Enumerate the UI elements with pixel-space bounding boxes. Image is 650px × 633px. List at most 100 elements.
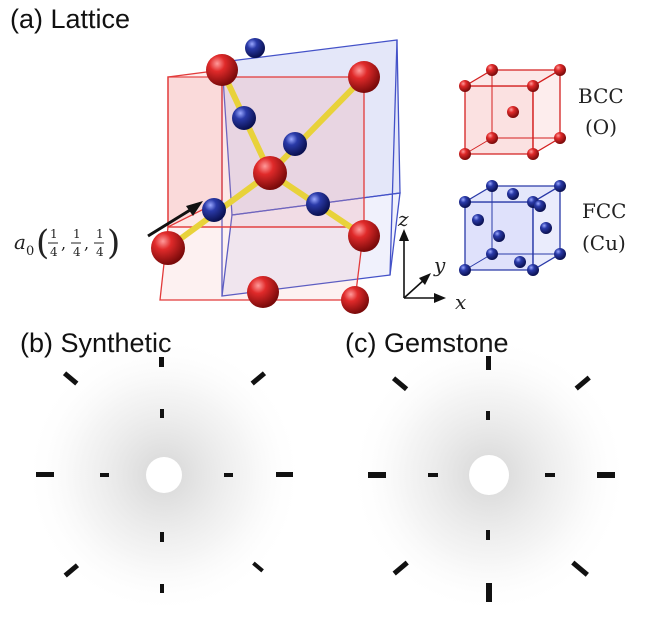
bcc-icon-atom — [486, 132, 498, 144]
fcc-icon-atoms — [459, 180, 566, 276]
oxygen-atom — [341, 286, 369, 314]
beam-stop — [146, 457, 182, 493]
position-arrow-head — [186, 201, 203, 216]
fraction-den: 4 — [96, 245, 104, 259]
oxygen-atom — [348, 61, 380, 93]
fcc-icon-face-atom — [540, 222, 552, 234]
fraction-num: 1 — [50, 227, 58, 241]
diffraction-spot — [36, 472, 54, 477]
diffraction-spot — [368, 472, 386, 478]
oxygen-atom — [151, 231, 185, 265]
diffraction-spots — [368, 356, 615, 602]
fraction-den: 4 — [50, 245, 58, 259]
diffraction-spot — [391, 376, 409, 392]
diffraction-spot — [486, 583, 492, 602]
diffraction-pattern-gemstone — [349, 335, 629, 615]
diffraction-spot — [276, 472, 293, 477]
bcc-icon-front — [464, 85, 534, 155]
bcc-icon-atom — [527, 148, 539, 160]
fraction-num: 1 — [96, 227, 104, 241]
diffraction-pattern-synthetic — [24, 335, 304, 615]
annotation-open-paren: ( — [36, 223, 49, 263]
copper-atom — [232, 106, 256, 130]
fcc-icon-face-atom — [472, 214, 484, 226]
diffraction-spot — [100, 473, 109, 477]
bcc-icon-center-atom — [507, 106, 519, 118]
diffraction-spot — [160, 532, 164, 542]
diffraction-spot — [160, 409, 164, 418]
axis-triad: z y x — [397, 207, 466, 314]
copper-atom — [202, 198, 226, 222]
z-axis-label: z — [397, 207, 409, 231]
oxygen-atom — [253, 156, 287, 190]
lattice-diagram: a 0 ( 1 4 , 1 4 , 1 4 ) — [14, 38, 401, 314]
fcc-legend-label: FCC — [582, 199, 626, 223]
annotation-a: a — [14, 230, 26, 254]
fraction-num: 1 — [73, 227, 81, 241]
diffraction-spot — [392, 560, 409, 576]
x-axis-label: x — [455, 290, 466, 314]
annotation-close-paren: ) — [107, 223, 120, 263]
diffraction-spot — [428, 473, 438, 477]
bcc-legend-label: BCC — [578, 84, 624, 108]
y-axis — [403, 278, 426, 299]
diffraction-spot — [486, 411, 490, 420]
bcc-icon-atom — [554, 64, 566, 76]
annotation-subscript: 0 — [26, 244, 34, 259]
fcc-icon-atom — [554, 248, 566, 260]
panel-a-title: (a) Lattice — [10, 4, 131, 34]
bcc-cube-side-face — [167, 69, 223, 229]
diffraction-spots — [36, 357, 293, 593]
fcc-icon-atom — [527, 264, 539, 276]
diffraction-spot — [63, 563, 80, 578]
fcc-icon-atom — [486, 248, 498, 260]
diffraction-spot — [571, 560, 589, 577]
z-axis-head — [399, 229, 409, 241]
diffraction-spot — [224, 473, 233, 477]
bcc-icon-atom — [554, 132, 566, 144]
beam-stop — [469, 455, 509, 495]
bcc-icon-atom — [486, 64, 498, 76]
fcc-icon-atom — [486, 180, 498, 192]
bcc-icon-atom — [459, 80, 471, 92]
oxygen-atom — [206, 54, 238, 86]
position-annotation: a 0 ( 1 4 , 1 4 , 1 4 ) — [14, 223, 120, 263]
bcc-icon-atoms — [459, 64, 566, 160]
oxygen-atom — [247, 276, 279, 308]
diffraction-spot — [250, 371, 267, 386]
fcc-icon-atom — [459, 196, 471, 208]
diffraction-spot — [486, 356, 491, 370]
fcc-legend-element: (Cu) — [582, 231, 626, 255]
x-axis-head — [434, 293, 446, 303]
legend-fcc: FCC (Cu) — [459, 180, 626, 276]
diffraction-spot — [597, 472, 615, 478]
comma: , — [84, 234, 89, 253]
fcc-cube-edge — [389, 39, 398, 276]
fcc-icon-face-atom — [534, 200, 546, 212]
copper-atom — [245, 38, 265, 58]
diffraction-spot — [62, 371, 79, 386]
bcc-legend-element: (O) — [585, 115, 617, 139]
copper-atom — [306, 192, 330, 216]
comma: , — [61, 234, 66, 253]
fcc-icon-atom — [554, 180, 566, 192]
oxygen-atom — [348, 220, 380, 252]
fcc-icon-face-atom — [514, 256, 526, 268]
fcc-icon-face-atom — [493, 230, 505, 242]
diffraction-spot — [160, 584, 164, 593]
diffraction-spot — [159, 357, 164, 367]
fcc-icon-atom — [459, 264, 471, 276]
fcc-icon-face-atom — [507, 188, 519, 200]
y-axis-label: y — [433, 253, 446, 277]
position-arrow — [147, 205, 196, 238]
y-axis-head — [419, 273, 431, 285]
diffraction-spot — [545, 473, 555, 477]
fraction-den: 4 — [73, 245, 81, 259]
bcc-icon-atom — [527, 80, 539, 92]
bcc-icon-atom — [459, 148, 471, 160]
diffraction-spot — [574, 375, 591, 391]
copper-atom — [283, 132, 307, 156]
diffraction-spot — [486, 530, 490, 540]
legend-bcc: BCC (O) — [459, 64, 624, 160]
